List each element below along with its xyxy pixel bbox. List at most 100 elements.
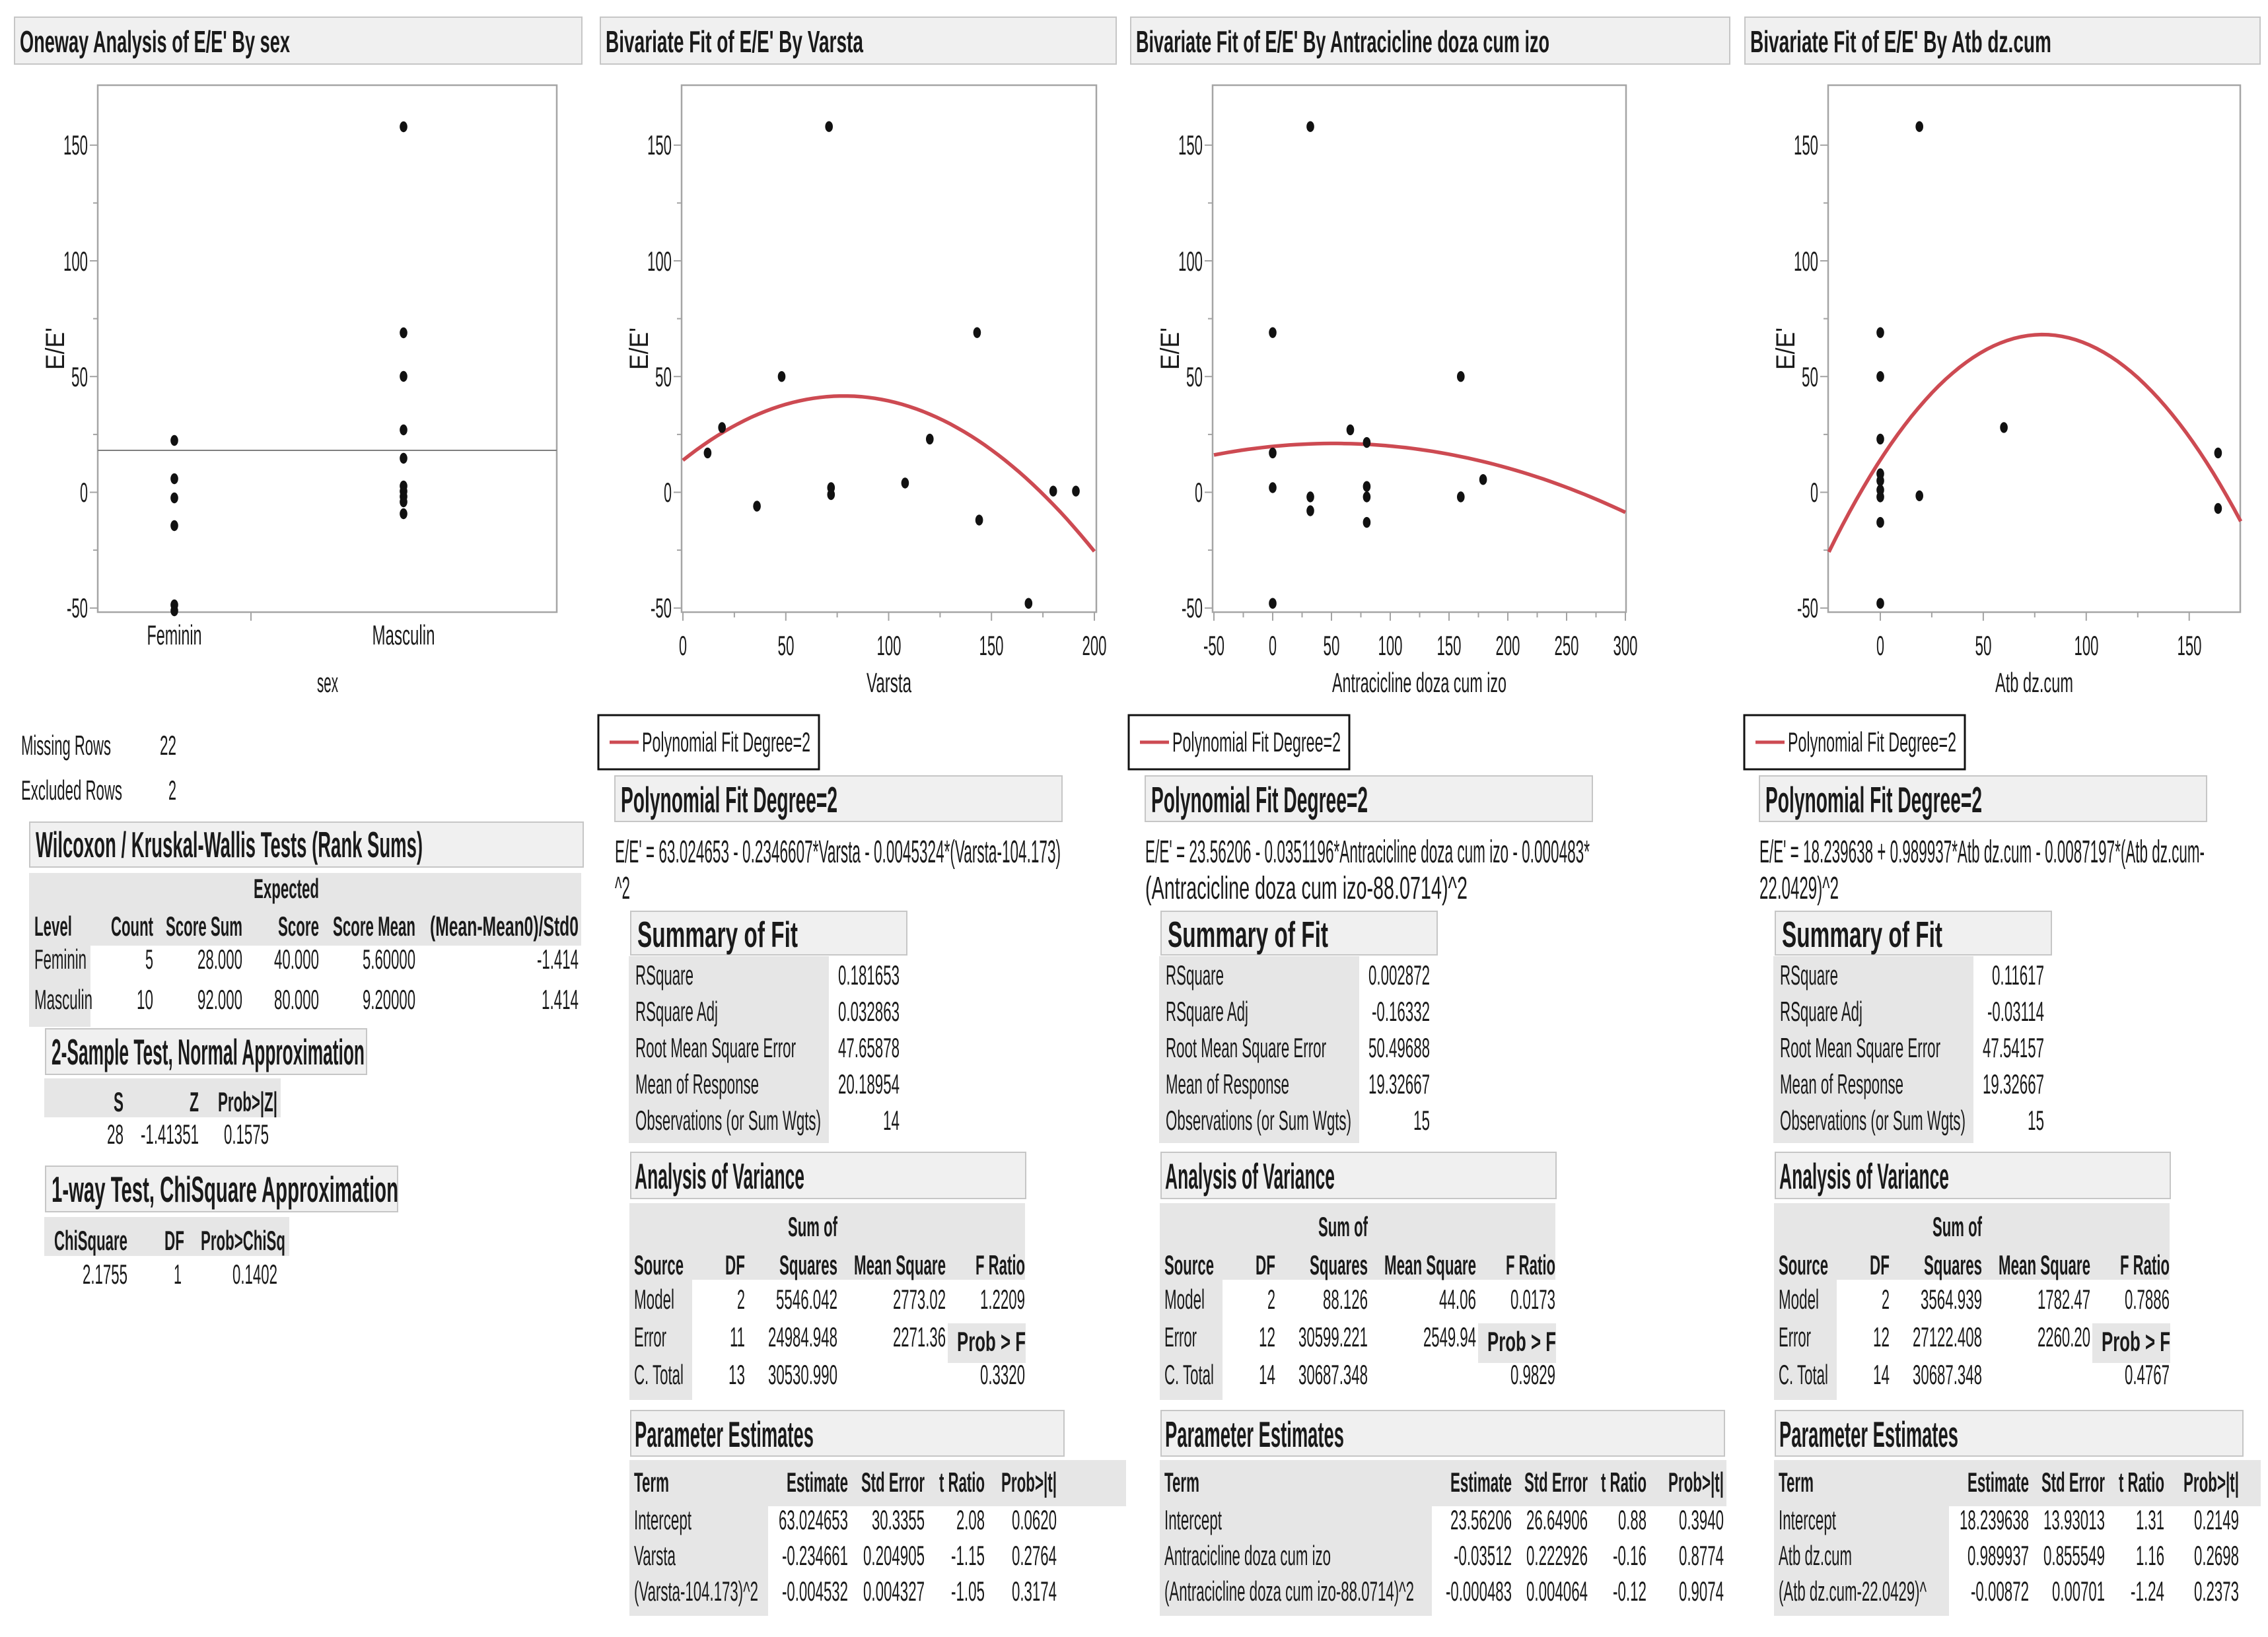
svg-text:28.000: 28.000 bbox=[197, 944, 242, 975]
svg-text:Prob>|Z|: Prob>|Z| bbox=[218, 1086, 277, 1118]
svg-text:RSquare: RSquare bbox=[1166, 959, 1224, 991]
svg-text:2: 2 bbox=[168, 775, 176, 806]
svg-text:E/E': E/E' bbox=[1156, 328, 1185, 370]
svg-text:300: 300 bbox=[1613, 630, 1638, 661]
svg-text:2271.36: 2271.36 bbox=[893, 1321, 946, 1352]
svg-text:0.1575: 0.1575 bbox=[224, 1119, 269, 1150]
svg-text:1.16: 1.16 bbox=[2136, 1540, 2164, 1571]
svg-text:C. Total: C. Total bbox=[1164, 1359, 1214, 1390]
svg-text:Source: Source bbox=[1164, 1249, 1214, 1280]
svg-text:F Ratio: F Ratio bbox=[1506, 1249, 1555, 1280]
svg-text:Sum of: Sum of bbox=[1318, 1211, 1368, 1242]
svg-text:100: 100 bbox=[1178, 246, 1203, 277]
svg-text:2260.20: 2260.20 bbox=[2038, 1321, 2090, 1352]
svg-text:Sum of: Sum of bbox=[1932, 1211, 1983, 1242]
svg-text:Estimate: Estimate bbox=[787, 1467, 848, 1498]
svg-text:0: 0 bbox=[1810, 477, 1818, 508]
svg-text:sex: sex bbox=[317, 667, 338, 698]
svg-text:E/E' = 18.239638 + 0.989937*At: E/E' = 18.239638 + 0.989937*Atb dz.cum -… bbox=[1759, 835, 2205, 870]
svg-text:F Ratio: F Ratio bbox=[2120, 1249, 2170, 1280]
svg-text:Mean Square: Mean Square bbox=[854, 1249, 946, 1280]
svg-text:Polynomial Fit Degree=2: Polynomial Fit Degree=2 bbox=[1151, 779, 1368, 820]
svg-text:Prob > F: Prob > F bbox=[1487, 1326, 1556, 1357]
svg-text:22: 22 bbox=[160, 730, 176, 761]
svg-text:Term: Term bbox=[634, 1467, 669, 1498]
svg-text:19.32667: 19.32667 bbox=[1368, 1068, 1430, 1099]
svg-text:0.2698: 0.2698 bbox=[2194, 1540, 2239, 1571]
svg-text:150: 150 bbox=[647, 129, 672, 160]
svg-text:Prob>|t|: Prob>|t| bbox=[2183, 1467, 2239, 1498]
svg-text:0.3174: 0.3174 bbox=[1012, 1576, 1057, 1607]
svg-text:Score Sum: Score Sum bbox=[166, 911, 242, 942]
svg-text:23.56206: 23.56206 bbox=[1450, 1504, 1512, 1535]
svg-text:-0.004532: -0.004532 bbox=[782, 1576, 848, 1607]
svg-text:0.989937: 0.989937 bbox=[1967, 1540, 2029, 1571]
svg-text:0: 0 bbox=[1876, 630, 1884, 661]
svg-text:-0.00872: -0.00872 bbox=[1971, 1576, 2029, 1607]
svg-text:(Mean-Mean0)/Std0: (Mean-Mean0)/Std0 bbox=[430, 911, 579, 942]
svg-text:Summary of Fit: Summary of Fit bbox=[1168, 914, 1328, 955]
svg-text:1-way Test, ChiSquare Approxim: 1-way Test, ChiSquare Approximation bbox=[52, 1169, 398, 1210]
svg-text:Squares: Squares bbox=[779, 1249, 837, 1280]
svg-text:92.000: 92.000 bbox=[197, 984, 242, 1015]
svg-text:Model: Model bbox=[1164, 1284, 1205, 1315]
svg-text:Squares: Squares bbox=[1924, 1249, 1982, 1280]
svg-text:0.181653: 0.181653 bbox=[838, 959, 900, 991]
svg-text:2.1755: 2.1755 bbox=[83, 1259, 127, 1290]
svg-text:11: 11 bbox=[730, 1321, 745, 1352]
svg-text:50: 50 bbox=[778, 630, 795, 661]
svg-text:(Atb dz.cum-22.0429)^: (Atb dz.cum-22.0429)^ bbox=[1779, 1576, 1927, 1607]
svg-text:14: 14 bbox=[1259, 1359, 1275, 1390]
svg-text:100: 100 bbox=[647, 246, 672, 277]
svg-text:Wilcoxon / Kruskal-Wallis Test: Wilcoxon / Kruskal-Wallis Tests (Rank Su… bbox=[36, 824, 423, 865]
svg-text:-50: -50 bbox=[1182, 592, 1203, 623]
svg-text:63.024653: 63.024653 bbox=[779, 1504, 848, 1535]
svg-text:-0.000483: -0.000483 bbox=[1446, 1576, 1512, 1607]
svg-text:Prob > F: Prob > F bbox=[2102, 1326, 2170, 1357]
svg-text:1.414: 1.414 bbox=[542, 984, 579, 1015]
svg-text:Prob > F: Prob > F bbox=[957, 1326, 1026, 1357]
svg-text:Masculin: Masculin bbox=[372, 619, 435, 650]
svg-text:15: 15 bbox=[1413, 1105, 1430, 1136]
svg-text:30687.348: 30687.348 bbox=[1913, 1359, 1982, 1390]
svg-text:Term: Term bbox=[1779, 1467, 1814, 1498]
svg-text:Excluded Rows: Excluded Rows bbox=[21, 775, 122, 806]
svg-text:0.8774: 0.8774 bbox=[1679, 1540, 1724, 1571]
svg-text:2: 2 bbox=[737, 1284, 745, 1315]
svg-text:RSquare Adj: RSquare Adj bbox=[635, 996, 718, 1027]
svg-text:50: 50 bbox=[1324, 630, 1340, 661]
svg-text:50: 50 bbox=[655, 361, 672, 392]
svg-text:1: 1 bbox=[174, 1259, 182, 1290]
svg-text:5.60000: 5.60000 bbox=[363, 944, 415, 975]
svg-text:E/E' = 63.024653 - 0.2346607*V: E/E' = 63.024653 - 0.2346607*Varsta - 0.… bbox=[615, 835, 1061, 870]
svg-text:30599.221: 30599.221 bbox=[1298, 1321, 1368, 1352]
svg-text:Polynomial Fit Degree=2: Polynomial Fit Degree=2 bbox=[1172, 726, 1341, 757]
svg-text:-1.15: -1.15 bbox=[951, 1540, 985, 1571]
svg-text:0.204905: 0.204905 bbox=[863, 1540, 925, 1571]
svg-text:Estimate: Estimate bbox=[1967, 1467, 2029, 1498]
svg-text:1.31: 1.31 bbox=[2136, 1504, 2164, 1535]
svg-text:0: 0 bbox=[80, 477, 88, 508]
svg-text:0.222926: 0.222926 bbox=[1526, 1540, 1588, 1571]
svg-text:0.004064: 0.004064 bbox=[1526, 1576, 1588, 1607]
svg-text:2.08: 2.08 bbox=[956, 1504, 985, 1535]
svg-text:0.7886: 0.7886 bbox=[2125, 1284, 2170, 1315]
svg-text:Count: Count bbox=[111, 911, 153, 942]
svg-text:0.00701: 0.00701 bbox=[2052, 1576, 2105, 1607]
svg-text:15: 15 bbox=[2028, 1105, 2044, 1136]
svg-text:40.000: 40.000 bbox=[274, 944, 319, 975]
svg-text:1.2209: 1.2209 bbox=[980, 1284, 1025, 1315]
svg-text:12: 12 bbox=[1873, 1321, 1890, 1352]
svg-text:28: 28 bbox=[107, 1119, 124, 1150]
svg-text:30.3355: 30.3355 bbox=[872, 1504, 925, 1535]
svg-text:Missing Rows: Missing Rows bbox=[21, 730, 111, 761]
svg-text:150: 150 bbox=[2178, 630, 2202, 661]
svg-text:2: 2 bbox=[1267, 1284, 1275, 1315]
svg-text:2: 2 bbox=[1882, 1284, 1890, 1315]
svg-text:Source: Source bbox=[634, 1249, 684, 1280]
svg-text:-0.03512: -0.03512 bbox=[1454, 1540, 1512, 1571]
svg-text:Masculin: Masculin bbox=[34, 984, 92, 1015]
svg-text:3564.939: 3564.939 bbox=[1921, 1284, 1982, 1315]
svg-text:0: 0 bbox=[1195, 477, 1203, 508]
svg-text:50: 50 bbox=[1975, 630, 1992, 661]
